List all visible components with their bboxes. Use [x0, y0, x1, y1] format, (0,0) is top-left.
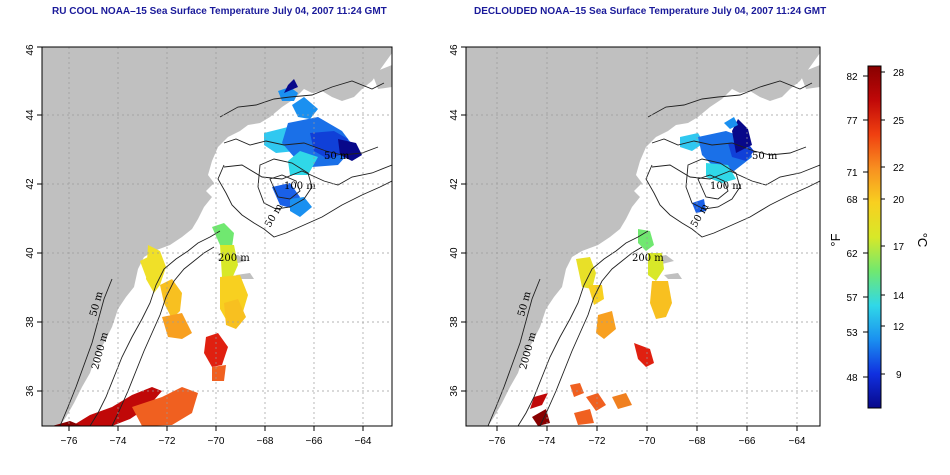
left-map-frame [41, 46, 393, 427]
colorbar-celsius-ticks [881, 71, 885, 375]
fahrenheit-tick-label: 82 [846, 72, 858, 83]
left-land [42, 47, 392, 426]
celsius-tick-label: 25 [893, 116, 905, 127]
right-x-tick-label: −76 [489, 436, 506, 447]
left-y-tick-labels: 36 38 40 42 44 46 [25, 44, 36, 397]
fahrenheit-tick-label: 57 [846, 293, 858, 304]
left-sst-patches [52, 79, 362, 426]
fahrenheit-tick-label: 48 [846, 373, 858, 384]
right-y-tick-label: 42 [449, 178, 460, 190]
left-x-tick-label: −74 [110, 436, 127, 447]
celsius-tick-label: 17 [893, 242, 905, 253]
svg-text:100 m: 100 m [284, 181, 316, 192]
fahrenheit-tick-label: 68 [846, 195, 858, 206]
left-x-tick-label: −72 [159, 436, 176, 447]
right-map-title: DECLOUDED NOAA–15 Sea Surface Temperatur… [474, 6, 827, 17]
colorbar-celsius-labels: 28 25 22 20 17 14 12 9 [893, 68, 905, 381]
right-x-tick-label: −70 [639, 436, 656, 447]
celsius-tick-label: 28 [893, 68, 905, 79]
left-grid [42, 47, 392, 426]
right-y-tick-label: 40 [449, 247, 460, 259]
right-x-tick-label: −74 [539, 436, 556, 447]
left-x-ticks [68, 426, 364, 431]
celsius-unit-label: °C [915, 233, 930, 248]
right-x-tick-label: −68 [689, 436, 706, 447]
left-x-tick-label: −66 [306, 436, 323, 447]
right-x-tick-label: −66 [739, 436, 756, 447]
fahrenheit-tick-label: 71 [846, 168, 858, 179]
svg-text:50 m: 50 m [324, 151, 350, 162]
left-y-tick-label: 38 [25, 316, 36, 328]
left-x-tick-label: −70 [208, 436, 225, 447]
svg-text:200 m: 200 m [218, 253, 250, 264]
right-x-ticks [496, 426, 798, 431]
fahrenheit-tick-label: 77 [846, 116, 858, 127]
celsius-tick-label: 9 [896, 370, 902, 381]
left-x-tick-label: −64 [355, 436, 372, 447]
celsius-tick-label: 14 [893, 291, 905, 302]
left-y-tick-label: 40 [25, 247, 36, 259]
right-y-tick-label: 36 [449, 385, 460, 397]
right-grid [466, 47, 820, 426]
left-y-ticks [37, 46, 42, 392]
right-map-panel: 50 m 100 m 50 m 200 m 50 m 2000 m [449, 44, 821, 447]
left-x-tick-labels: −76 −74 −72 −70 −68 −66 −64 [61, 436, 372, 447]
left-y-tick-label: 42 [25, 178, 36, 190]
right-land [466, 47, 820, 426]
left-y-tick-label: 44 [25, 109, 36, 121]
fahrenheit-unit-label: °F [828, 233, 843, 246]
colorbar-fahrenheit-ticks [863, 75, 868, 378]
svg-text:100 m: 100 m [710, 181, 742, 192]
left-map-panel: 50 m 100 m 50 m 200 m 50 m 2000 m [25, 44, 393, 447]
left-map-title: RU COOL NOAA–15 Sea Surface Temperature … [52, 6, 387, 17]
fahrenheit-tick-label: 62 [846, 249, 858, 260]
right-y-tick-label: 44 [449, 109, 460, 121]
celsius-tick-label: 12 [893, 322, 905, 333]
left-x-tick-label: −68 [257, 436, 274, 447]
right-x-tick-labels: −76 −74 −72 −70 −68 −66 −64 [489, 436, 806, 447]
right-y-tick-labels: 36 38 40 42 44 46 [449, 44, 460, 397]
left-y-tick-label: 36 [25, 385, 36, 397]
fahrenheit-tick-label: 53 [846, 328, 858, 339]
right-x-tick-label: −72 [589, 436, 606, 447]
celsius-tick-label: 22 [893, 163, 905, 174]
svg-text:200 m: 200 m [632, 253, 664, 264]
temperature-colorbar: 82 77 71 68 62 57 53 48 28 25 22 20 17 1… [828, 65, 930, 409]
right-y-tick-label: 46 [449, 44, 460, 56]
left-x-tick-label: −76 [61, 436, 78, 447]
right-map-frame [465, 46, 821, 427]
svg-text:50 m: 50 m [752, 151, 778, 162]
celsius-tick-label: 20 [893, 195, 905, 206]
right-x-tick-label: −64 [789, 436, 806, 447]
right-y-tick-label: 38 [449, 316, 460, 328]
right-y-ticks [461, 46, 466, 392]
colorbar-fahrenheit-labels: 82 77 71 68 62 57 53 48 [846, 72, 858, 384]
colorbar-gradient [867, 65, 882, 409]
left-y-tick-label: 46 [25, 44, 36, 56]
